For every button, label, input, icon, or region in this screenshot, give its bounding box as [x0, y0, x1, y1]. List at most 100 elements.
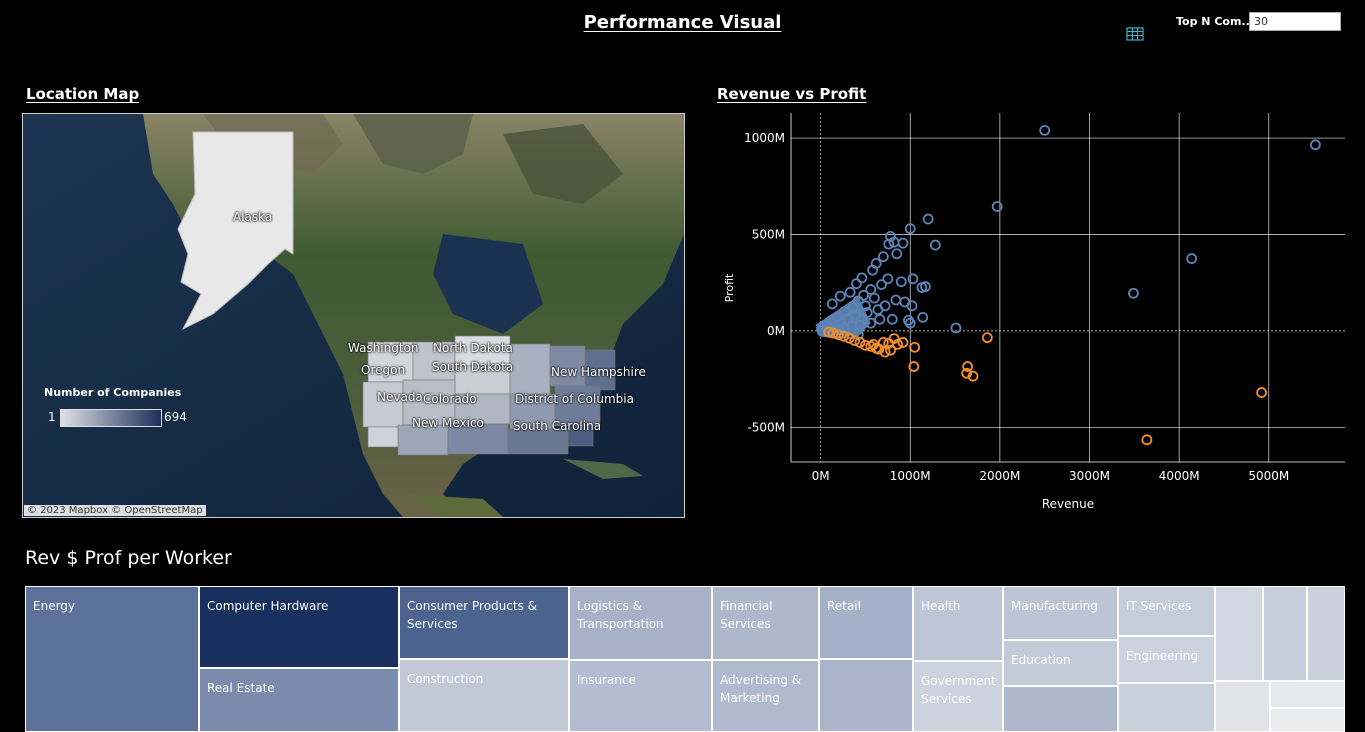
treemap-tile-health[interactable]: Health	[913, 586, 1003, 661]
loss-point[interactable]	[868, 338, 879, 350]
profit-point[interactable]	[922, 213, 934, 225]
treemap-tile-unlabeled-3[interactable]	[1118, 683, 1215, 732]
profit-point[interactable]	[904, 223, 916, 235]
loss-point[interactable]	[823, 326, 835, 338]
treemap-tile-insurance[interactable]: Insurance	[569, 660, 712, 732]
map-attribution[interactable]: © 2023 Mapbox © OpenStreetMap	[24, 505, 206, 516]
profit-point[interactable]	[1128, 287, 1139, 299]
profit-point[interactable]	[879, 300, 891, 312]
treemap-tile-education[interactable]: Education	[1003, 640, 1118, 686]
treemap-tile-unlabeled-5[interactable]	[1263, 586, 1307, 681]
profit-point[interactable]	[883, 238, 895, 250]
profit-point[interactable]	[858, 289, 870, 301]
y-tick-label: 500M	[752, 227, 785, 241]
treemap-tile-advertising[interactable]: Advertising & Marketing	[712, 660, 819, 732]
profit-point[interactable]	[865, 284, 877, 295]
treemap-tile-government-services[interactable]: Government Services	[913, 661, 1003, 732]
profit-point[interactable]	[834, 290, 846, 302]
profit-point[interactable]	[920, 281, 931, 292]
profit-point[interactable]	[886, 313, 898, 325]
profit-point[interactable]	[1310, 139, 1321, 151]
profit-point[interactable]	[844, 286, 856, 298]
loss-point[interactable]	[838, 330, 850, 342]
loss-point[interactable]	[1256, 387, 1268, 398]
profit-point[interactable]	[895, 276, 907, 288]
treemap-tile-real-estate[interactable]: Real Estate	[199, 668, 399, 732]
loss-point[interactable]	[897, 337, 909, 348]
industry-treemap[interactable]: Energy Computer Hardware Real Estate Con…	[25, 586, 1345, 732]
table-grid-icon[interactable]	[1126, 27, 1144, 41]
loss-point[interactable]	[961, 367, 973, 379]
treemap-tile-it-services[interactable]: IT Services	[1118, 586, 1215, 636]
profit-point[interactable]	[874, 313, 886, 325]
loss-point[interactable]	[967, 370, 979, 382]
loss-point[interactable]	[879, 346, 891, 358]
profit-point[interactable]	[1186, 253, 1198, 264]
profit-point[interactable]	[867, 264, 878, 276]
loss-point[interactable]	[885, 344, 896, 356]
loss-point[interactable]	[854, 337, 866, 348]
profit-point[interactable]	[950, 322, 962, 334]
loss-point[interactable]	[909, 341, 921, 353]
loss-point[interactable]	[892, 338, 904, 350]
profit-point[interactable]	[890, 294, 902, 306]
profit-point[interactable]	[897, 237, 909, 249]
loss-point[interactable]	[981, 332, 993, 344]
treemap-tile-financial-services[interactable]: Financial Services	[712, 586, 819, 660]
tile-label: Financial Services	[720, 599, 773, 631]
loss-point[interactable]	[1141, 434, 1153, 446]
revenue-profit-scatter[interactable]: 0M 1000M 2000M 3000M 4000M 5000M 1000M 500M 0M -5…	[715, 110, 1355, 520]
scatter-title: Revenue vs Profit	[717, 85, 867, 103]
profit-point[interactable]	[865, 317, 877, 329]
treemap-tile-energy[interactable]: Energy	[25, 586, 199, 732]
treemap-tile-retail[interactable]: Retail	[819, 586, 913, 659]
profit-point[interactable]	[882, 273, 894, 285]
profit-point[interactable]	[868, 292, 880, 304]
tile-label: Health	[921, 599, 961, 613]
profit-point[interactable]	[991, 201, 1003, 212]
x-tick-label: 2000M	[979, 469, 1020, 483]
profit-point[interactable]	[904, 317, 916, 329]
treemap-tile-unlabeled-8[interactable]	[1270, 681, 1345, 708]
profit-point[interactable]	[1039, 124, 1051, 136]
loss-point[interactable]	[833, 329, 844, 341]
treemap-tile-unlabeled-4[interactable]	[1215, 586, 1263, 681]
treemap-tile-engineering[interactable]: Engineering	[1118, 636, 1215, 683]
tile-label: Energy	[33, 599, 76, 613]
treemap-tile-unlabeled-7[interactable]	[1215, 681, 1270, 732]
scatter-ticks: 0M 1000M 2000M 3000M 4000M 5000M 1000M 500M 0M -5…	[744, 131, 1289, 483]
profit-point[interactable]	[877, 251, 889, 263]
profit-point[interactable]	[826, 298, 838, 310]
loss-point[interactable]	[908, 361, 920, 372]
profit-point[interactable]	[917, 311, 929, 323]
profit-point[interactable]	[861, 307, 873, 318]
loss-point[interactable]	[962, 361, 973, 372]
tile-label: Logistics & Transportation	[577, 599, 664, 631]
treemap-tile-unlabeled-2[interactable]	[1003, 686, 1118, 732]
profit-point[interactable]	[891, 248, 903, 260]
scatter-points[interactable]	[815, 124, 1321, 446]
profit-point[interactable]	[850, 309, 861, 320]
profit-point[interactable]	[906, 300, 918, 312]
profit-point[interactable]	[876, 279, 887, 291]
profit-point[interactable]	[839, 306, 851, 318]
loss-point[interactable]	[849, 335, 861, 346]
loss-point[interactable]	[843, 332, 855, 344]
treemap-tile-unlabeled-9[interactable]	[1270, 708, 1345, 732]
profit-point[interactable]	[860, 300, 871, 312]
treemap-tile-computer-hardware[interactable]: Computer Hardware	[199, 586, 399, 668]
profit-point[interactable]	[929, 239, 941, 251]
treemap-tile-construction[interactable]: Construction	[399, 659, 569, 732]
treemap-tile-unlabeled-1[interactable]	[819, 659, 913, 732]
loss-point[interactable]	[827, 327, 839, 339]
treemap-tile-consumer-products[interactable]: Consumer Products & Services	[399, 586, 569, 659]
profit-point[interactable]	[907, 273, 919, 285]
top-n-input[interactable]	[1249, 12, 1341, 31]
treemap-tile-logistics[interactable]: Logistics & Transportation	[569, 586, 712, 660]
location-map[interactable]: Alaska Washington Oregon North Dakota So…	[22, 113, 685, 518]
treemap-tile-manufacturing[interactable]: Manufacturing	[1003, 586, 1118, 640]
profit-point[interactable]	[851, 278, 862, 290]
profit-point[interactable]	[852, 295, 864, 307]
treemap-tile-unlabeled-6[interactable]	[1307, 586, 1345, 681]
profit-point[interactable]	[856, 272, 868, 284]
